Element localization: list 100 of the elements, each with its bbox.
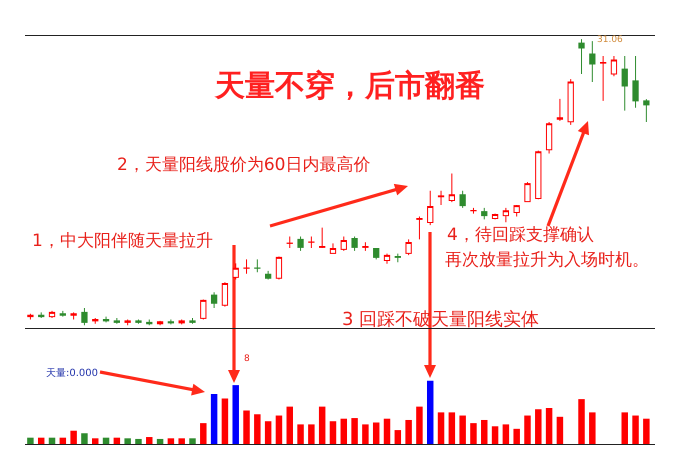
candlestick: [92, 318, 98, 324]
annotation: 1，中大阳伴随天量拉升: [32, 231, 213, 251]
candlestick: [189, 318, 196, 324]
candlestick: [438, 190, 444, 206]
candlestick: [568, 78, 574, 126]
candlestick: [135, 319, 142, 324]
bar: [264, 421, 272, 444]
candlestick: [264, 270, 272, 280]
candlestick: [600, 55, 606, 102]
bar: [340, 418, 348, 444]
bar: [622, 412, 628, 444]
candlestick: [308, 236, 315, 248]
text: 天量不穿，后市翻番: [214, 68, 485, 104]
bar: [200, 423, 207, 444]
bar: [146, 437, 153, 444]
annotation: 31.06: [597, 35, 624, 45]
bar: [60, 438, 66, 444]
candlestick: [373, 247, 380, 260]
candlestick: [384, 253, 390, 264]
bar: [114, 438, 120, 444]
candlestick: [362, 242, 369, 252]
candlestick: [38, 312, 44, 319]
candlestick: [481, 207, 488, 220]
bar: [448, 412, 456, 444]
candlestick: [470, 207, 477, 214]
bar: [578, 399, 585, 444]
candlestick: [546, 122, 552, 154]
bar: [589, 412, 596, 444]
bar: [318, 406, 326, 444]
candlestick: [254, 258, 260, 273]
bar: [222, 398, 228, 444]
candlestick: [210, 292, 218, 309]
bar: [168, 438, 174, 444]
bar: [394, 430, 402, 444]
candlestick: [578, 38, 585, 74]
bar: [286, 406, 293, 444]
bar: [513, 428, 520, 444]
bar: [470, 423, 477, 444]
candlestick: [524, 182, 531, 203]
bar: [38, 438, 44, 444]
candlestick: [276, 256, 282, 280]
candlestick: [81, 308, 88, 326]
candlestick: [319, 227, 326, 248]
bar: [156, 438, 164, 444]
bar: [459, 416, 466, 444]
candlestick: [502, 207, 510, 223]
candlestick: [492, 213, 498, 220]
bar: [481, 420, 488, 444]
bar: [124, 438, 131, 444]
candlestick: [124, 319, 131, 326]
bar: [48, 438, 56, 444]
candlestick: [394, 253, 401, 263]
candlestick: [610, 55, 618, 77]
bar: [276, 416, 282, 444]
text: 天量:0.000: [46, 368, 98, 379]
candlestick: [114, 318, 120, 324]
bar: [70, 430, 77, 444]
candlestick: [168, 319, 174, 325]
bar: [308, 424, 315, 444]
candlestick: [589, 40, 596, 82]
candlestick: [222, 282, 228, 308]
bar: [330, 421, 336, 444]
bar: [438, 412, 444, 444]
candlestick: [643, 98, 650, 123]
bar: [524, 416, 531, 444]
candlestick: [330, 242, 336, 254]
candlestick: [427, 190, 434, 226]
text: 8: [244, 354, 250, 364]
bar: [362, 424, 369, 444]
candlestick: [351, 236, 358, 252]
bar: [492, 426, 498, 444]
annotation: 2，天量阳线股价为60日内最高价: [117, 155, 370, 175]
candlestick: [286, 236, 293, 248]
candlestick: [535, 150, 542, 200]
candlestick: [70, 312, 77, 320]
candlestick: [460, 190, 466, 208]
bar: [232, 385, 239, 444]
bar: [27, 438, 34, 444]
bar: [297, 424, 304, 444]
bar: [351, 418, 358, 444]
candlestick: [405, 238, 412, 256]
bar: [643, 418, 650, 444]
candlestick: [514, 204, 520, 217]
bar: [556, 416, 564, 444]
candlestick: [102, 316, 110, 323]
candlestick: [200, 298, 206, 320]
bar: [502, 424, 510, 444]
bar: [243, 410, 250, 444]
candlestick: [622, 55, 628, 112]
annotation: 再次放量拉升为入场时机。: [445, 250, 649, 270]
bar: [135, 438, 142, 444]
bar: [632, 416, 639, 444]
bar: [178, 438, 185, 444]
candlestick: [146, 319, 152, 326]
candlestick: [178, 319, 185, 325]
bar: [546, 408, 552, 444]
bar: [210, 394, 218, 444]
annotation: 4，待回踩支撑确认: [447, 225, 594, 245]
bar: [81, 433, 88, 444]
bar: [426, 380, 434, 444]
